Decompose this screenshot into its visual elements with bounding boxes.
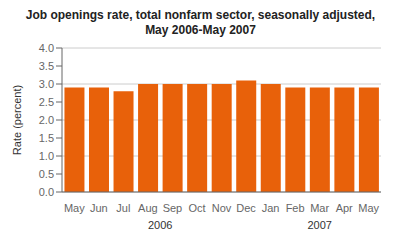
svg-text:Nov: Nov bbox=[212, 202, 232, 214]
svg-text:Jan: Jan bbox=[262, 202, 280, 214]
svg-text:Apr: Apr bbox=[336, 202, 353, 214]
svg-text:1.0: 1.0 bbox=[39, 150, 54, 162]
svg-text:Jul: Jul bbox=[116, 202, 130, 214]
html-text:Job openings rate, total nonfa: Job openings rate, total nonfarm sector,… bbox=[25, 8, 376, 37]
svg-text:0.5: 0.5 bbox=[39, 168, 54, 180]
svg-text:0.0: 0.0 bbox=[39, 186, 54, 198]
svg-text:Oct: Oct bbox=[188, 202, 205, 214]
svg-text:Dec: Dec bbox=[236, 202, 256, 214]
svg-text:Mar: Mar bbox=[310, 202, 329, 214]
svg-text:Jun: Jun bbox=[90, 202, 108, 214]
svg-text:May: May bbox=[358, 202, 379, 214]
svg-text:1.5: 1.5 bbox=[39, 132, 54, 144]
svg-text:2.5: 2.5 bbox=[39, 96, 54, 108]
svg-text:Rate (percent): Rate (percent) bbox=[11, 85, 23, 155]
svg-text:3.5: 3.5 bbox=[39, 60, 54, 72]
svg-text:Feb: Feb bbox=[286, 202, 305, 214]
svg-text:4.0: 4.0 bbox=[39, 42, 54, 54]
svg-text:Sep: Sep bbox=[163, 202, 183, 214]
svg-text:2.0: 2.0 bbox=[39, 114, 54, 126]
svg-text:2007: 2007 bbox=[307, 219, 331, 230]
svg-text:3.0: 3.0 bbox=[39, 78, 54, 90]
svg-text:May: May bbox=[64, 202, 85, 214]
svg-text:Aug: Aug bbox=[138, 202, 158, 214]
svg-text:2006: 2006 bbox=[148, 219, 172, 230]
